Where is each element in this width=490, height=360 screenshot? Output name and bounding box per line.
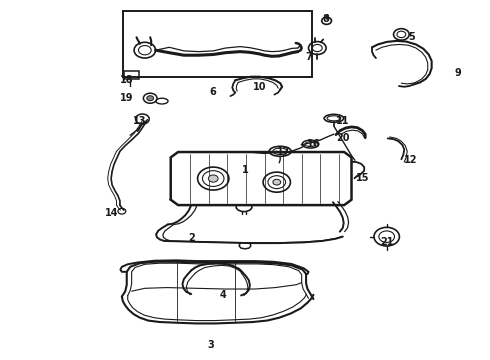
- Text: 18: 18: [120, 75, 134, 85]
- Text: 14: 14: [105, 208, 119, 218]
- Text: 7: 7: [305, 52, 312, 62]
- Circle shape: [273, 179, 281, 185]
- Text: 11: 11: [336, 116, 349, 126]
- Text: 6: 6: [210, 87, 217, 97]
- Circle shape: [147, 96, 154, 101]
- Text: 12: 12: [404, 155, 418, 165]
- Text: 19: 19: [120, 93, 133, 103]
- Bar: [123, 12, 313, 77]
- Text: 17: 17: [277, 147, 291, 157]
- Text: 1: 1: [242, 165, 248, 175]
- Text: 3: 3: [207, 340, 214, 350]
- Text: 20: 20: [336, 133, 349, 143]
- Text: 21: 21: [380, 237, 393, 247]
- Text: 10: 10: [253, 82, 267, 93]
- Bar: [124, 71, 140, 79]
- Text: 13: 13: [133, 116, 147, 126]
- Text: 8: 8: [322, 14, 329, 24]
- Circle shape: [208, 175, 218, 182]
- Text: 4: 4: [220, 291, 226, 301]
- Text: 2: 2: [188, 233, 195, 243]
- Text: 15: 15: [356, 173, 369, 183]
- Text: 16: 16: [307, 139, 320, 149]
- Text: 5: 5: [408, 32, 415, 42]
- Text: 9: 9: [454, 68, 461, 78]
